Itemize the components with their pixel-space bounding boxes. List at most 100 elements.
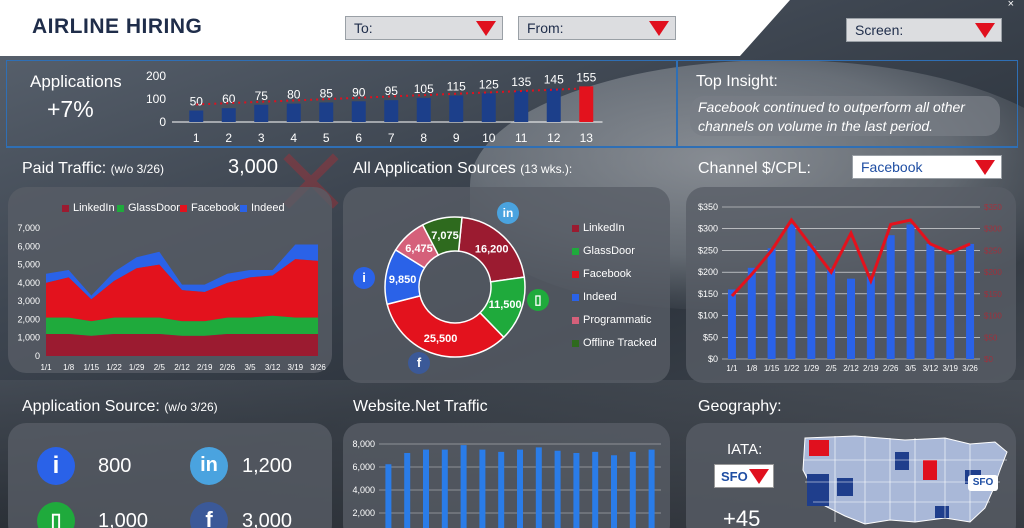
legend-glassdoor: GlassDoor: [117, 202, 180, 214]
bar: [946, 254, 955, 359]
from-dropdown[interactable]: From:: [518, 16, 676, 40]
paid-traffic-area-chart: 7,000 6,000 5,000 4,000 3,000 2,000 1,000 01/1 1…: [17, 223, 326, 372]
y-tick-label: 4,000: [352, 485, 375, 495]
legend-swatch: [572, 339, 579, 347]
applications-label: Applications: [30, 72, 122, 91]
channel-cpl-label: Channel $/CPL:: [698, 160, 811, 177]
chevron-down-icon: [476, 21, 496, 36]
top-insight-text: Facebook continued to outperform all oth…: [690, 96, 1000, 136]
y-tick-label: 1,000: [17, 333, 40, 343]
chevron-down-icon: [649, 21, 669, 36]
legend-label: Indeed: [583, 291, 617, 303]
iata-label: IATA:: [727, 441, 763, 458]
x-tick-label: 3/12: [265, 363, 281, 372]
trendline: [196, 87, 587, 106]
legend-item: GlassDoor: [572, 245, 635, 257]
screen-dropdown[interactable]: Screen:: [846, 18, 1002, 42]
bar: [573, 453, 580, 528]
x-tick-label: 2/19: [863, 364, 879, 373]
data-label: 60: [222, 92, 236, 106]
x-tick-label: 9: [453, 131, 460, 145]
x-tick-label: 3/5: [905, 364, 917, 373]
glassdoor-count: 1,000: [98, 510, 149, 528]
to-dropdown[interactable]: To:: [345, 16, 503, 40]
applications-change: +7%: [47, 96, 94, 122]
y-tick-label: 0: [35, 351, 40, 361]
bar: [906, 224, 915, 359]
bar: [221, 108, 236, 122]
website-traffic-chart: 8,000 6,000 4,000 2,000: [352, 439, 661, 528]
x-tick-label: 7: [388, 131, 395, 145]
data-label: 95: [385, 84, 399, 98]
data-label: 115: [447, 80, 466, 94]
bar: [966, 243, 975, 359]
area-series-facebook: [46, 259, 318, 322]
x-tick-label: 4: [290, 131, 297, 145]
legend-swatch: [572, 293, 579, 301]
bar: [441, 449, 448, 528]
legend-label: Programmatic: [583, 314, 652, 326]
bar: [254, 104, 269, 122]
legend-item: LinkedIn: [572, 222, 625, 234]
y-tick-label: 6,000: [17, 241, 40, 251]
bar: [385, 464, 392, 528]
x-tick-label: 3/19: [288, 363, 304, 372]
channel-dropdown[interactable]: Facebook: [852, 155, 1002, 179]
bar: [546, 88, 561, 122]
x-tick-label: 10: [482, 131, 496, 145]
glassdoor-icon: ▯: [37, 502, 75, 528]
us-map: [802, 435, 1008, 525]
x-tick-label: 1: [193, 131, 200, 145]
y2-tick-label: $200: [984, 268, 1002, 277]
geography-label: Geography:: [698, 398, 782, 415]
x-tick-label: 1/8: [63, 363, 75, 372]
bar: [423, 449, 429, 528]
x-tick-label: 2/26: [220, 363, 236, 372]
iata-dropdown[interactable]: SFO: [714, 464, 774, 488]
data-label: 145: [544, 73, 564, 87]
bar: [514, 90, 529, 122]
y-tick-label: 6,000: [352, 462, 375, 472]
legend-label: LinkedIn: [583, 222, 625, 234]
data-label: 90: [352, 85, 366, 99]
x-tick-label: 1/22: [784, 364, 800, 373]
applications-bar-chart: 200 100 0 50 1 60 2 75 3 80 4 85 5 90 6 95 7 105 8 115 9 125 1…: [146, 69, 603, 145]
channel-cpl-chart: $350 $350 $300 $300 $250 $250 $200 $200 $150 $150…: [698, 202, 1002, 373]
paid-traffic-label: Paid Traffic: (w/o 3/26): [22, 160, 164, 177]
slice-label: 6,475: [405, 243, 433, 255]
facebook-icon: f: [408, 352, 430, 374]
x-tick-label: 2/12: [174, 363, 190, 372]
close-icon[interactable]: ×: [1007, 0, 1014, 10]
legend-label: Facebook: [583, 268, 632, 280]
legend-label: Offline Tracked: [583, 337, 657, 349]
data-label: 80: [287, 88, 301, 102]
sfo-marker: SFO: [968, 475, 998, 491]
x-tick-label: 3/19: [942, 364, 958, 373]
bar: [827, 267, 836, 359]
x-tick-label: 13: [580, 131, 594, 145]
bar: [611, 455, 617, 528]
bar: [629, 451, 636, 528]
bar: [648, 449, 655, 528]
x-tick-label: 2/12: [843, 364, 859, 373]
data-label: 85: [320, 86, 334, 100]
slice-label: 7,075: [431, 230, 459, 242]
y-tick-label: 200: [146, 69, 166, 83]
linkedin-count: 1,200: [242, 455, 293, 477]
x-tick-label: 2/26: [883, 364, 899, 373]
x-tick-label: 1/15: [764, 364, 780, 373]
x-tick-label: 11: [515, 131, 528, 145]
x-tick-label: 3/26: [310, 363, 326, 372]
bar: [481, 93, 496, 122]
website-traffic-label: Website.Net Traffic: [353, 398, 488, 415]
y2-tick-label: $50: [984, 333, 998, 342]
y-tick-label: $300: [698, 224, 718, 234]
donut-slice: [421, 216, 463, 257]
y-tick-label: 8,000: [352, 439, 375, 449]
bar: [404, 453, 411, 528]
y2-tick-label: $0: [984, 355, 993, 364]
data-label: 155: [576, 70, 596, 84]
y2-tick-label: $350: [984, 203, 1002, 212]
x-tick-label: 1/8: [746, 364, 758, 373]
